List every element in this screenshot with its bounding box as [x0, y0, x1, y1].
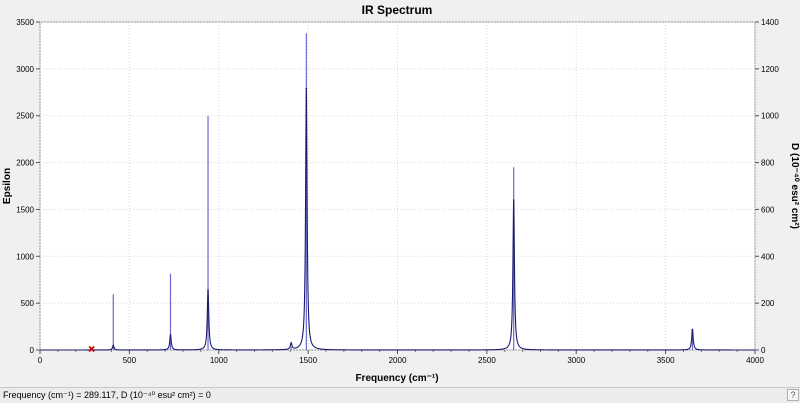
y-tick-label: 3500 [16, 18, 34, 27]
y-tick-label: 2500 [16, 112, 34, 121]
cursor-marker[interactable] [88, 345, 95, 353]
y-tick-label: 3000 [16, 65, 34, 74]
x-tick-label: 2500 [478, 356, 496, 365]
help-icon[interactable]: ? [787, 389, 799, 401]
y2-tick-label: 600 [761, 205, 775, 214]
epsilon-peak-point [512, 199, 515, 201]
y2-tick-label: 400 [761, 252, 775, 261]
y-tick-label: 1000 [16, 252, 34, 261]
y-axis-label: Epsilon [2, 168, 13, 204]
x-tick-label: 2000 [389, 356, 407, 365]
plot-area[interactable] [39, 21, 756, 351]
epsilon-peak-point [305, 87, 308, 90]
y-tick-label: 1500 [16, 205, 34, 214]
y2-axis-label: D (10⁻⁴⁰ esu² cm²) [789, 143, 800, 229]
epsilon-peak-point [207, 289, 209, 291]
ir-spectrum-chart[interactable]: 0 500 1000 1500 2000 2500 3000 3500 400005001000… [0, 0, 800, 387]
epsilon-curve [40, 88, 755, 351]
epsilon-peak-point [112, 344, 115, 347]
status-bar-text: Frequency (cm⁻¹) = 289.117, D (10⁻⁴⁰ esu… [3, 390, 211, 400]
spectrum-curves [40, 33, 755, 353]
epsilon-peak-point [290, 342, 292, 345]
y2-tick-label: 200 [761, 299, 775, 308]
y2-tick-label: 1200 [761, 65, 779, 74]
y2-tick-label: 800 [761, 159, 775, 168]
chart-title: IR Spectrum [362, 3, 433, 17]
x-tick-label: 4000 [746, 356, 764, 365]
y2-tick-label: 1400 [761, 18, 779, 27]
y-tick-label: 2000 [16, 159, 34, 168]
x-tick-label: 3500 [657, 356, 675, 365]
y2-tick-label: 0 [761, 346, 766, 355]
x-axis-label: Frequency (cm⁻¹) [355, 373, 438, 384]
y-tick-label: 500 [21, 299, 35, 308]
x-tick-label: 1000 [210, 356, 228, 365]
y-tick-label: 0 [30, 346, 35, 355]
y2-tick-label: 1000 [761, 112, 779, 121]
x-tick-label: 500 [123, 356, 137, 365]
x-tick-label: 0 [38, 356, 43, 365]
epsilon-peak-point [169, 334, 172, 336]
x-tick-label: 3000 [567, 356, 585, 365]
x-tick-label: 1500 [299, 356, 317, 365]
epsilon-peak-point [691, 328, 694, 331]
status-bar: Frequency (cm⁻¹) = 289.117, D (10⁻⁴⁰ esu… [0, 387, 800, 403]
